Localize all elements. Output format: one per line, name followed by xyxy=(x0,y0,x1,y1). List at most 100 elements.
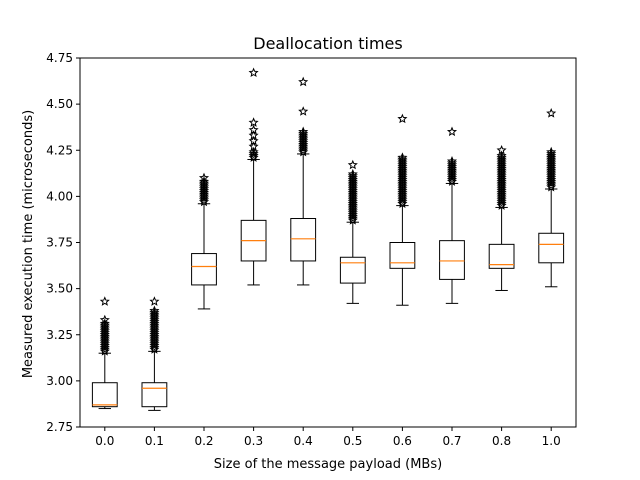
outlier-point xyxy=(347,187,358,197)
box-iqr xyxy=(191,253,217,286)
box-group xyxy=(290,76,317,286)
outlier-point xyxy=(149,329,160,340)
outlier-point xyxy=(546,152,557,162)
outlier-point xyxy=(397,165,408,175)
outlier-point xyxy=(397,180,408,190)
outlier-point xyxy=(198,194,210,205)
outlier-point xyxy=(347,209,358,220)
outlier-point xyxy=(546,163,557,173)
outlier-point xyxy=(397,154,408,164)
outlier-point xyxy=(347,181,358,192)
box-group xyxy=(538,108,565,288)
outlier-point xyxy=(496,178,507,188)
outlier-point xyxy=(99,334,110,345)
outlier-point xyxy=(446,159,458,170)
outlier-point xyxy=(397,174,408,185)
outlier-point xyxy=(149,344,160,354)
outlier-point xyxy=(397,152,408,162)
outlier-point xyxy=(397,198,408,209)
outlier-point xyxy=(149,331,160,341)
outlier-point xyxy=(198,178,210,188)
outlier-point xyxy=(248,146,259,157)
box-iqr xyxy=(488,243,515,269)
outlier-point xyxy=(446,156,458,166)
outlier-point xyxy=(347,213,358,223)
outlier-point xyxy=(149,322,160,332)
outlier-point xyxy=(347,180,358,190)
plot-frame xyxy=(79,57,577,428)
box-iqr xyxy=(339,256,366,284)
outlier-point xyxy=(248,135,259,146)
box-group xyxy=(91,296,118,410)
outlier-point xyxy=(496,168,507,179)
outlier-point xyxy=(496,181,507,192)
outlier-point xyxy=(198,187,210,197)
box-group xyxy=(191,172,217,310)
outlier-point xyxy=(446,170,458,181)
outlier-point xyxy=(347,202,358,212)
outlier-point xyxy=(198,172,210,183)
outlier-point xyxy=(546,167,557,177)
outlier-point xyxy=(446,157,458,168)
x-tick-label: 0.6 xyxy=(393,434,412,448)
outlier-point xyxy=(298,137,309,148)
x-tick-label: 0.2 xyxy=(194,434,213,448)
outlier-point xyxy=(99,329,110,340)
outlier-point xyxy=(496,144,507,155)
outlier-point xyxy=(347,178,358,188)
outlier-point xyxy=(149,342,160,352)
outlier-point xyxy=(397,194,408,205)
y-axis-ticks: 2.75 3.00 3.25 3.50 3.75 4.00 4.25 4.50 4.75 xyxy=(46,51,80,434)
outlier-point xyxy=(546,176,557,186)
outlier-point xyxy=(99,318,110,328)
outlier-point xyxy=(496,192,507,203)
outlier-point xyxy=(99,327,110,338)
outlier-point xyxy=(496,157,507,168)
outlier-point xyxy=(198,176,210,186)
outlier-point xyxy=(347,215,358,225)
outlier-point xyxy=(298,133,309,144)
outlier-point xyxy=(496,198,507,209)
outlier-point xyxy=(446,176,458,186)
outlier-point xyxy=(99,344,110,354)
outlier-point xyxy=(546,159,557,170)
outlier-point xyxy=(149,338,160,349)
outlier-point xyxy=(496,154,507,164)
y-tick-label: 4.00 xyxy=(46,189,73,203)
box-iqr xyxy=(439,240,465,280)
outlier-point xyxy=(347,185,358,196)
outlier-point xyxy=(149,307,160,317)
outlier-point xyxy=(347,170,358,181)
outlier-point xyxy=(248,130,259,140)
outlier-point xyxy=(397,196,408,207)
outlier-point xyxy=(546,181,557,192)
outlier-point xyxy=(446,174,458,185)
box-group xyxy=(488,144,515,291)
box-group xyxy=(389,113,416,306)
box-series xyxy=(91,67,565,411)
outlier-point xyxy=(298,106,309,116)
outlier-point xyxy=(149,323,160,334)
outlier-point xyxy=(248,117,259,127)
outlier-point xyxy=(347,203,358,214)
outlier-point xyxy=(496,172,507,183)
outlier-point xyxy=(248,67,259,78)
outlier-point xyxy=(446,172,458,183)
outlier-point xyxy=(546,180,557,190)
outlier-point xyxy=(198,189,210,199)
outlier-point xyxy=(298,144,309,155)
outlier-point xyxy=(397,176,408,186)
outlier-point xyxy=(496,180,507,190)
outlier-point xyxy=(546,154,557,164)
box-iqr xyxy=(538,232,565,264)
outlier-point xyxy=(149,312,160,323)
outlier-point xyxy=(397,163,408,173)
outlier-point xyxy=(248,141,259,151)
outlier-point xyxy=(248,124,259,135)
outlier-point xyxy=(149,334,160,345)
box-iqr xyxy=(389,242,416,269)
outlier-point xyxy=(99,331,110,341)
outlier-point xyxy=(298,141,309,151)
outlier-point xyxy=(198,196,210,207)
outlier-point xyxy=(496,200,507,210)
